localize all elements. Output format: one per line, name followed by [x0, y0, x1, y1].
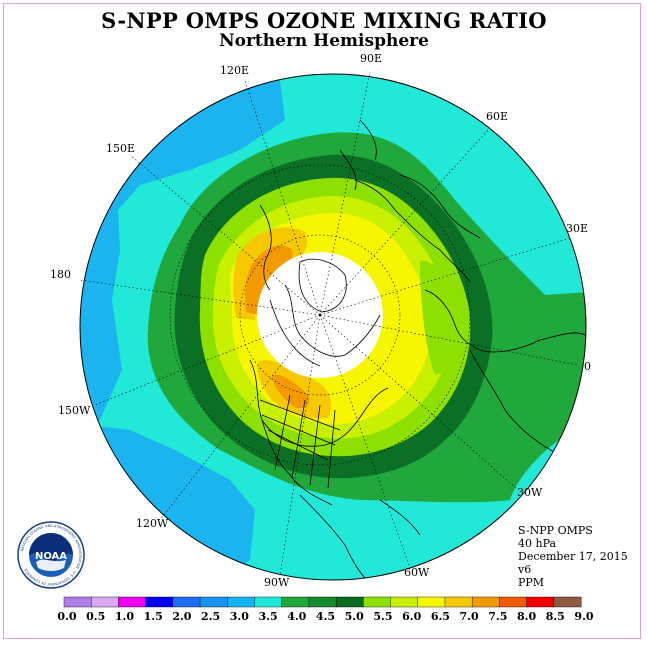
lon-label-90e: 90E	[360, 52, 383, 65]
colorbar-cell	[145, 596, 174, 608]
colorbar-tick-label: 4.0	[287, 610, 306, 623]
colorbar-cell	[499, 596, 528, 608]
noaa-logo-text: NOAA	[35, 551, 67, 562]
colorbar-cell	[281, 596, 310, 608]
colorbar-cell	[118, 596, 147, 608]
figure-subtitle: Northern Hemisphere	[219, 31, 429, 51]
colorbar-cell	[553, 596, 582, 608]
colorbar-cell	[471, 596, 500, 608]
colorbar-tick-label: 0.0	[57, 610, 76, 623]
colorbar-tick-label: 1.5	[144, 610, 163, 623]
colorbar-tick-label: 5.0	[345, 610, 364, 623]
colorbar-tick-label: 8.0	[517, 610, 536, 623]
lon-label-90w: 90W	[264, 576, 290, 589]
map-boundary	[79, 73, 587, 581]
lon-label-60w: 60W	[404, 566, 430, 579]
product-info: S-NPP OMPS 40 hPa December 17, 2015 v6 P…	[518, 524, 628, 589]
colorbar-cell	[91, 596, 119, 608]
colorbar-cell	[199, 596, 228, 608]
lon-label-150e: 150E	[106, 142, 136, 155]
contour-fill-7-0-south	[272, 374, 310, 409]
info-instrument: S-NPP OMPS	[518, 524, 593, 537]
noaa-seal-icon: NOAA NATIONAL OCEANIC AND ATMOSPHERIC AD…	[17, 521, 85, 589]
colorbar-tick-label: 6.0	[402, 610, 421, 623]
colorbar-cell	[308, 596, 337, 608]
contour-fill-5-0-east	[420, 260, 470, 375]
info-date: December 17, 2015	[518, 550, 628, 563]
colorbar-tick-label: 1.0	[115, 610, 134, 623]
colorbar-tick-label: 3.5	[258, 610, 277, 623]
lon-label-150w: 150W	[58, 404, 91, 417]
colorbar-cell	[227, 596, 255, 608]
lon-label-60e: 60E	[486, 110, 509, 123]
colorbar-tick-labels: 0.0 0.5 1.0 1.5 2.0 2.5 3.0 3.5 4.0 4.5 5.0 5.5 6.0 6…	[57, 610, 593, 623]
info-pressure-level: 40 hPa	[518, 537, 557, 550]
lon-label-30e: 30E	[566, 222, 589, 235]
lon-label-180: 180	[50, 268, 71, 281]
lon-label-120e: 120E	[220, 64, 250, 77]
colorbar-cell	[417, 596, 446, 608]
colorbar-tick-label: 9.0	[574, 610, 593, 623]
colorbar-cell	[335, 596, 364, 608]
info-units: PPM	[518, 576, 545, 589]
lon-label-120w: 120W	[136, 517, 169, 530]
colorbar-cell	[63, 596, 92, 608]
colorbar-cell	[254, 596, 283, 608]
colorbar-cell	[526, 596, 555, 608]
colorbar-tick-label: 0.5	[86, 610, 105, 623]
figure-title: S-NPP OMPS OZONE MIXING RATIO	[101, 8, 547, 33]
colorbar-tick-label: 7.5	[488, 610, 507, 623]
colorbar-cell	[172, 596, 201, 608]
colorbar-cells	[63, 596, 582, 608]
colorbar-cell	[390, 596, 419, 608]
colorbar-tick-label: 8.5	[546, 610, 565, 623]
colorbar-tick-label: 4.5	[316, 610, 335, 623]
colorbar-tick-label: 3.0	[230, 610, 249, 623]
colorbar-tick-label: 2.0	[172, 610, 191, 623]
colorbar-tick-label: 5.5	[373, 610, 392, 623]
figure-frame	[3, 3, 641, 639]
colorbar-tick-label: 6.5	[431, 610, 450, 623]
colorbar-tick-label: 2.5	[201, 610, 220, 623]
info-version: v6	[518, 563, 532, 576]
colorbar-cell	[363, 596, 392, 608]
colorbar-cell	[444, 596, 473, 608]
lon-label-0: 0	[584, 360, 591, 373]
lon-label-30w: 30W	[517, 486, 543, 499]
graticule	[79, 71, 579, 577]
coastlines	[249, 119, 586, 580]
colorbar-tick-label: 7.0	[460, 610, 479, 623]
